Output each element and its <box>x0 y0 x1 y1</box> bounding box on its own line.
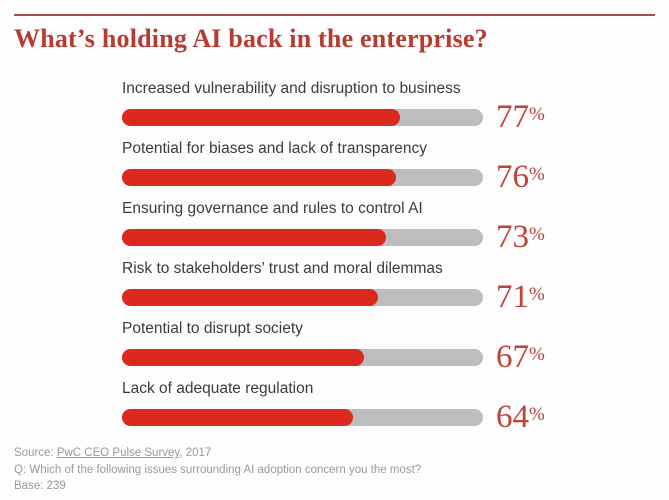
bar-value: 76% <box>496 158 545 195</box>
base-line: Base: 239 <box>14 480 66 493</box>
bar-label: Potential for biases and lack of transpa… <box>122 140 428 157</box>
bar-value-number: 77 <box>496 98 529 135</box>
bar-chart: Increased vulnerability and disruption t… <box>122 80 662 440</box>
percent-sign: % <box>529 283 545 305</box>
source-suffix: , 2017 <box>179 446 212 459</box>
bar-value: 77% <box>496 98 545 135</box>
bar-label: Lack of adequate regulation <box>122 380 314 397</box>
percent-sign: % <box>529 103 545 125</box>
bar-value: 73% <box>496 218 545 255</box>
bar-row: Lack of adequate regulation 64% <box>122 380 662 440</box>
bar-track <box>122 228 483 246</box>
bar-line: 67% <box>122 340 662 373</box>
bar-label: Potential to disrupt society <box>122 320 303 337</box>
source-line: Source: PwC CEO Pulse Survey, 2017 <box>14 445 421 462</box>
percent-sign: % <box>529 343 545 365</box>
percent-sign: % <box>529 163 545 185</box>
bar-fill <box>122 348 364 366</box>
top-divider-line <box>14 14 655 16</box>
bar-track <box>122 168 483 186</box>
bar-line: 77% <box>122 100 662 133</box>
percent-sign: % <box>529 223 545 245</box>
bar-row: Increased vulnerability and disruption t… <box>122 80 662 140</box>
bar-label: Risk to stakeholders’ trust and moral di… <box>122 260 443 277</box>
bar-row: Potential to disrupt society 67% <box>122 320 662 380</box>
bar-value-number: 64 <box>496 398 529 435</box>
question-line: Q: Which of the following issues surroun… <box>14 463 422 476</box>
bar-value: 71% <box>496 278 545 315</box>
bar-label: Ensuring governance and rules to control… <box>122 200 423 217</box>
bar-track <box>122 348 483 366</box>
bar-value: 67% <box>496 338 545 375</box>
chart-footer: Source: PwC CEO Pulse Survey, 2017 Q: Wh… <box>14 445 421 495</box>
bar-value-number: 71 <box>496 278 529 315</box>
bar-track <box>122 408 483 426</box>
bar-value-number: 73 <box>496 218 529 255</box>
bar-track <box>122 108 483 126</box>
bar-fill <box>122 408 354 426</box>
bar-fill <box>122 288 379 306</box>
bar-line: 71% <box>122 280 662 313</box>
bar-label: Increased vulnerability and disruption t… <box>122 80 461 97</box>
bar-fill <box>122 108 400 126</box>
bar-value-number: 67 <box>496 338 529 375</box>
chart-title: What’s holding AI back in the enterprise… <box>14 24 488 53</box>
bar-value-number: 76 <box>496 158 529 195</box>
source-link[interactable]: PwC CEO Pulse Survey <box>56 446 180 459</box>
percent-sign: % <box>529 403 545 425</box>
bar-row: Risk to stakeholders’ trust and moral di… <box>122 260 662 320</box>
bar-line: 76% <box>122 160 662 193</box>
bar-line: 64% <box>122 400 662 433</box>
bar-line: 73% <box>122 220 662 253</box>
bar-row: Ensuring governance and rules to control… <box>122 200 662 260</box>
bar-value: 64% <box>496 398 545 435</box>
bar-fill <box>122 168 397 186</box>
bar-fill <box>122 228 386 246</box>
source-prefix: Source: <box>14 446 57 459</box>
bar-track <box>122 288 483 306</box>
bar-row: Potential for biases and lack of transpa… <box>122 140 662 200</box>
